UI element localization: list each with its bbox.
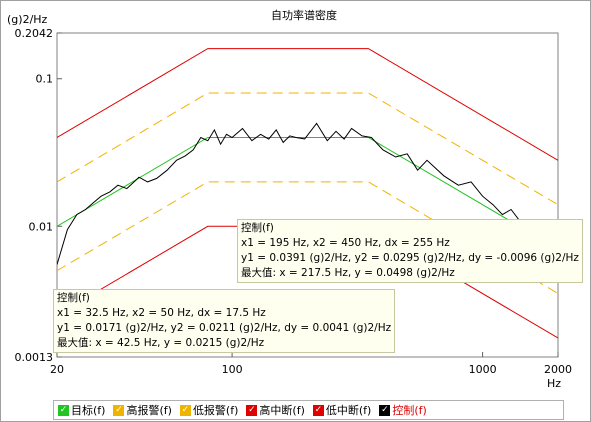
x-tick-label: 2000	[544, 363, 572, 376]
legend-checkbox[interactable]: ✓	[113, 404, 125, 416]
y-axis-label: (g)2/Hz	[7, 13, 48, 26]
series-line	[57, 48, 558, 161]
annotation-line: 控制(f)	[241, 222, 274, 234]
annotation-line: x1 = 32.5 Hz, x2 = 50 Hz, dx = 17.5 Hz	[57, 307, 266, 319]
x-tick-label: 20	[50, 363, 64, 376]
annotation-line: x1 = 195 Hz, x2 = 450 Hz, dx = 255 Hz	[241, 237, 450, 249]
y-tick-label: 0.0013	[15, 351, 54, 364]
legend-label: 低报警(f)	[192, 404, 239, 417]
y-tick-label: 0.1	[36, 73, 54, 86]
legend-checkbox[interactable]: ✓	[312, 404, 324, 416]
legend-label: 高中断(f)	[259, 404, 305, 417]
legend: ✓ 目标(f) ✓ 高报警(f) ✓ 低报警(f) ✓ 高中断(f) ✓ 低中断(f) ✓ 控制(f)	[53, 400, 564, 420]
legend-label: 高报警(f)	[126, 404, 172, 417]
y-tick-label: 0.01	[29, 220, 54, 233]
legend-item[interactable]: ✓ 高中断(f)	[246, 402, 305, 418]
annotation-line: y1 = 0.0391 (g)2/Hz, y2 = 0.0295 (g)2/Hz…	[241, 252, 579, 264]
legend-checkbox[interactable]: ✓	[179, 404, 191, 416]
legend-checkbox[interactable]: ✓	[58, 404, 69, 416]
legend-item[interactable]: ✓ 高报警(f)	[113, 402, 172, 418]
legend-item[interactable]: ✓ 低报警(f)	[179, 402, 239, 418]
legend-item[interactable]: ✓ 目标(f)	[58, 402, 105, 418]
legend-label: 控制(f)	[392, 404, 427, 417]
legend-label: 目标(f)	[71, 404, 106, 417]
legend-checkbox[interactable]: ✓	[246, 404, 258, 416]
plot-lines	[57, 48, 558, 339]
annotation-line: 最大值: x = 217.5 Hz, y = 0.0498 (g)2/Hz	[241, 267, 455, 279]
legend-item[interactable]: ✓ 低中断(f)	[312, 402, 372, 418]
annotation-line: y1 = 0.0171 (g)2/Hz, y2 = 0.0211 (g)2/Hz…	[57, 322, 392, 334]
legend-checkbox[interactable]: ✓	[379, 404, 391, 416]
y-tick-label: 0.2042	[15, 27, 54, 40]
series-line	[57, 181, 558, 294]
legend-item[interactable]: ✓ 控制(f)	[379, 402, 427, 418]
cursor-annotation: 控制(f) x1 = 195 Hz, x2 = 450 Hz, dx = 255 …	[237, 219, 583, 283]
cursor-annotation: 控制(f) x1 = 32.5 Hz, x2 = 50 Hz, dx = 17.5…	[53, 289, 396, 353]
series-line	[57, 92, 558, 206]
x-axis-label: Hz	[547, 377, 561, 390]
series-line	[57, 122, 558, 265]
legend-label: 低中断(f)	[325, 404, 372, 417]
annotation-line: 控制(f)	[57, 292, 90, 304]
x-tick-label: 1000	[469, 363, 497, 376]
chart-title: 自功率谱密度	[271, 8, 337, 22]
x-tick-label: 100	[222, 363, 243, 376]
annotation-line: 最大值: x = 42.5 Hz, y = 0.0215 (g)2/Hz	[57, 337, 265, 349]
